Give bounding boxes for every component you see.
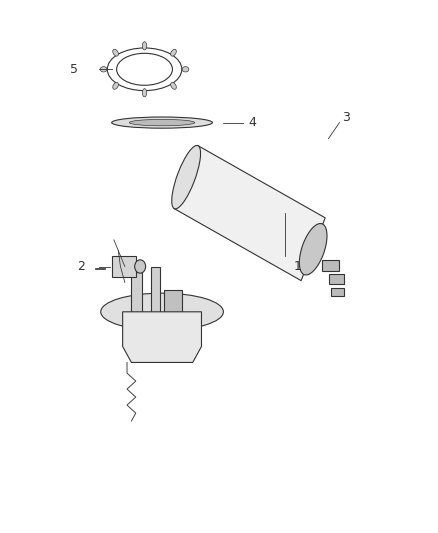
Bar xyxy=(131,272,142,312)
Ellipse shape xyxy=(113,83,118,90)
Ellipse shape xyxy=(100,67,107,72)
Ellipse shape xyxy=(172,146,201,209)
Ellipse shape xyxy=(142,42,147,50)
Ellipse shape xyxy=(129,119,195,126)
Ellipse shape xyxy=(142,88,147,97)
Bar xyxy=(322,260,339,271)
Ellipse shape xyxy=(182,67,189,72)
Ellipse shape xyxy=(112,117,212,128)
Ellipse shape xyxy=(299,223,327,275)
Text: 2: 2 xyxy=(77,260,85,273)
Bar xyxy=(331,288,344,296)
Text: 5: 5 xyxy=(71,63,78,76)
Text: 3: 3 xyxy=(342,111,350,124)
Bar xyxy=(112,256,136,277)
Bar xyxy=(164,290,182,312)
Bar xyxy=(328,274,344,284)
Ellipse shape xyxy=(135,260,145,273)
Polygon shape xyxy=(174,146,325,281)
Polygon shape xyxy=(123,312,201,362)
Ellipse shape xyxy=(101,293,223,330)
Ellipse shape xyxy=(113,49,118,56)
Text: 4: 4 xyxy=(248,116,256,129)
Bar xyxy=(151,266,160,312)
Text: 1: 1 xyxy=(294,260,302,273)
Ellipse shape xyxy=(171,83,177,90)
Ellipse shape xyxy=(171,49,177,56)
